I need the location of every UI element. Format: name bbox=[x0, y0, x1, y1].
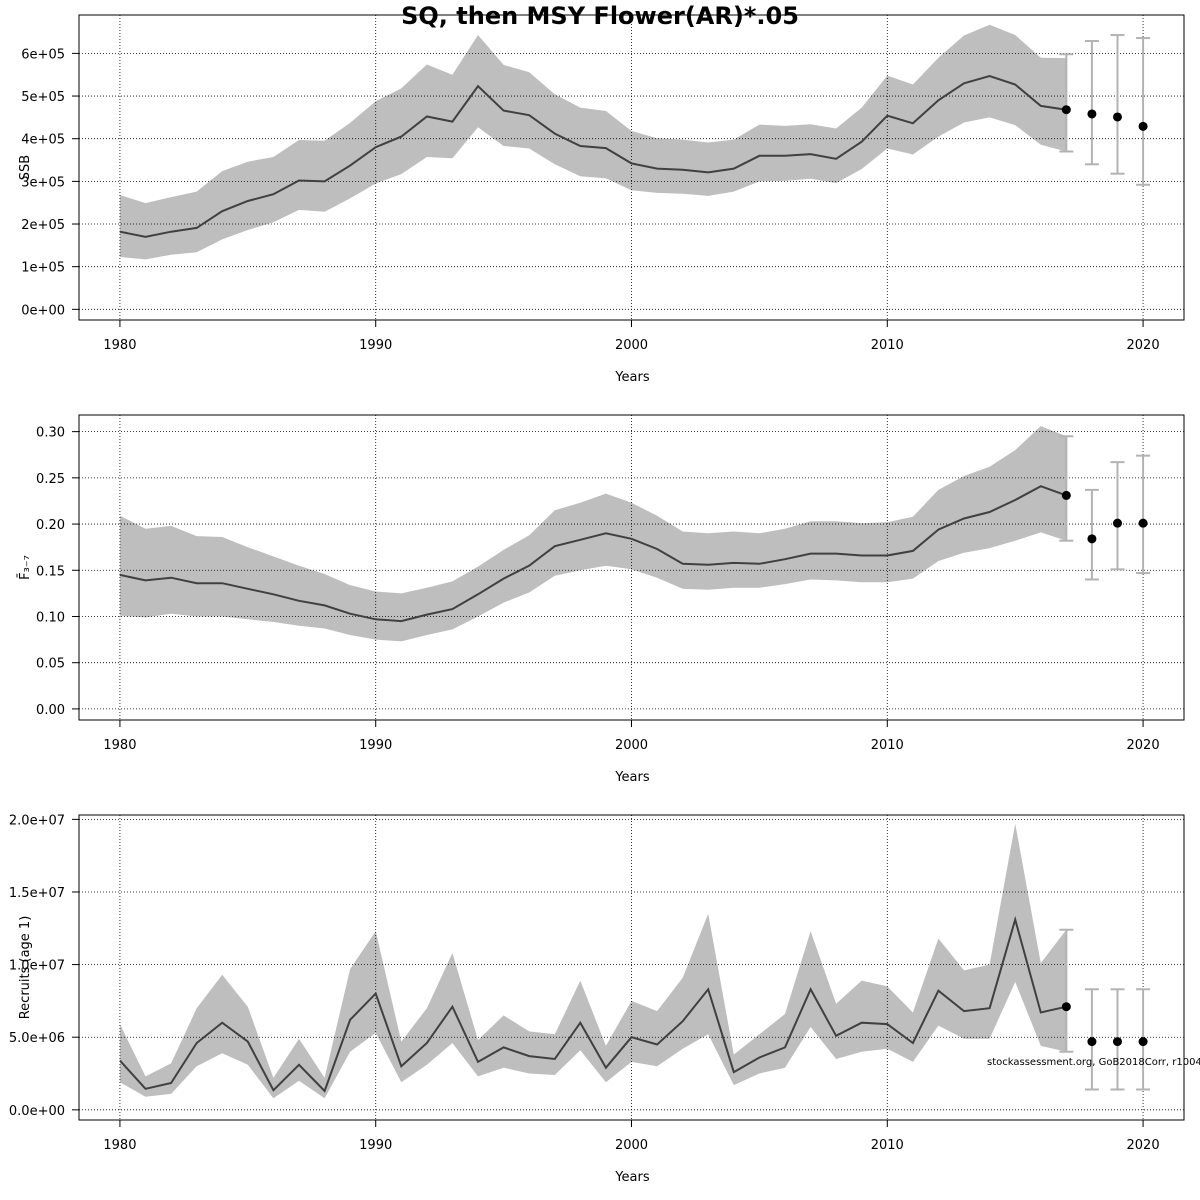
fbar-x-tick-label: 2000 bbox=[615, 738, 648, 753]
recruits-confidence-band bbox=[119, 823, 1067, 1099]
panels: 1980 1990 2000 2010 2020 0e+00 1e+05 2e+05 3e+05… bbox=[9, 14, 1185, 1185]
watermark-label: stockassessment.org, GoB2018Corr, r10042 bbox=[987, 1057, 1200, 1068]
fbar-y-tick-label: 0.10 bbox=[36, 610, 65, 625]
recruits-y-tick-label: 1.0e+07 bbox=[9, 959, 65, 974]
recruits-forecast-point bbox=[1061, 1002, 1071, 1012]
recruits-forecast-point bbox=[1087, 1037, 1097, 1047]
fbar-x-tick-label: 1980 bbox=[103, 738, 136, 753]
ssb-panel: 1980 1990 2000 2010 2020 0e+00 1e+05 2e+05 3e+05… bbox=[18, 14, 1185, 385]
recruits-x-tick-label: 1990 bbox=[359, 1138, 392, 1153]
fbar-panel: 1980 1990 2000 2010 2020 0.00 0.05 0.10 0.15 0.20… bbox=[18, 414, 1185, 785]
fbar-y-tick-label: 0.05 bbox=[36, 657, 65, 672]
figure-title: SQ, then MSY Flower(AR)*.05 bbox=[401, 2, 799, 30]
ssb-x-tick-label: 2020 bbox=[1127, 338, 1160, 353]
recruits-x-axis-title: Years bbox=[614, 1170, 650, 1185]
fbar-y-tick-label: 0.30 bbox=[36, 426, 65, 441]
recruits-y-axis-title: Recruits (age 1) bbox=[18, 916, 33, 1020]
recruits-x-tick-label: 2010 bbox=[871, 1138, 904, 1153]
recruits-x-tick-label: 2000 bbox=[615, 1138, 648, 1153]
ssb-y-tick-label: 0e+00 bbox=[21, 303, 65, 318]
recruits-y-tick-label: 1.5e+07 bbox=[9, 886, 65, 901]
recruits-y-tick-label: 0.0e+00 bbox=[9, 1104, 65, 1119]
ssb-y-tick-label: 1e+05 bbox=[21, 261, 65, 276]
fbar-y-tick-label: 0.00 bbox=[36, 703, 65, 718]
recruits-panel: 1980 1990 2000 2010 2020 0.0e+00 5.0e+06 1.0e+0… bbox=[9, 813, 1185, 1185]
ssb-x-tick-label: 1990 bbox=[359, 338, 392, 353]
fbar-forecast-point bbox=[1087, 534, 1097, 544]
fbar-x-tick-label: 1990 bbox=[359, 738, 392, 753]
ssb-x-axis-title: Years bbox=[614, 370, 650, 385]
recruits-y-tick-label: 2.0e+07 bbox=[9, 813, 65, 828]
recruits-y-tick-label: 5.0e+06 bbox=[9, 1031, 65, 1046]
ssb-y-axis-title: SSB bbox=[18, 155, 33, 180]
recruits-forecast-point bbox=[1112, 1037, 1122, 1047]
fbar-estimate-line bbox=[119, 485, 1067, 623]
ssb-forecast-point bbox=[1087, 109, 1097, 119]
ssb-x-tick-label: 2000 bbox=[615, 338, 648, 353]
recruits-estimate-line bbox=[119, 915, 1067, 1093]
ssb-y-tick-label: 4e+05 bbox=[21, 133, 65, 148]
ssb-y-tick-label: 5e+05 bbox=[21, 90, 65, 105]
ssb-estimate-line bbox=[119, 74, 1067, 238]
fbar-y-tick-label: 0.20 bbox=[36, 518, 65, 533]
ssb-forecast-point bbox=[1061, 105, 1071, 115]
fbar-x-tick-label: 2020 bbox=[1127, 738, 1160, 753]
ssb-y-tick-label: 2e+05 bbox=[21, 218, 65, 233]
fbar-forecast-point bbox=[1138, 518, 1148, 528]
fbar-forecast-point bbox=[1061, 490, 1071, 500]
fbar-y-tick-label: 0.25 bbox=[36, 472, 65, 487]
fbar-x-tick-label: 2010 bbox=[871, 738, 904, 753]
ssb-y-tick-label: 3e+05 bbox=[21, 175, 65, 190]
ssb-confidence-band bbox=[119, 24, 1067, 260]
ssb-x-tick-label: 1980 bbox=[103, 338, 136, 353]
ssb-forecast-point bbox=[1138, 121, 1148, 131]
fbar-confidence-band bbox=[119, 426, 1067, 642]
ssb-y-tick-label: 6e+05 bbox=[21, 47, 65, 62]
recruits-forecast-point bbox=[1138, 1037, 1148, 1047]
ssb-forecast-point bbox=[1112, 112, 1122, 122]
fbar-forecast-point bbox=[1112, 518, 1122, 528]
fbar-y-tick-label: 0.15 bbox=[36, 564, 65, 579]
fbar-y-axis-title: F̄₃₋₇ bbox=[18, 555, 33, 580]
recruits-x-tick-label: 1980 bbox=[103, 1138, 136, 1153]
recruits-x-tick-label: 2020 bbox=[1127, 1138, 1160, 1153]
fbar-x-axis-title: Years bbox=[614, 770, 650, 785]
ssb-x-tick-label: 2010 bbox=[871, 338, 904, 353]
